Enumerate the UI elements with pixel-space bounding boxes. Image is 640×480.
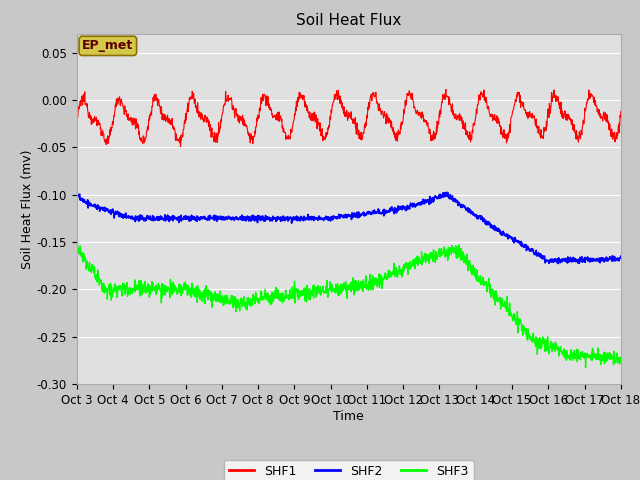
SHF2 <box>554 261 562 266</box>
SHF1 <box>304 110 312 116</box>
SHF2 <box>315 213 323 219</box>
SHF2 <box>383 210 390 216</box>
SHF2 <box>442 190 450 195</box>
SHF2 <box>617 253 625 259</box>
Legend: SHF1, SHF2, SHF3: SHF1, SHF2, SHF3 <box>224 460 474 480</box>
SHF3 <box>74 240 81 246</box>
SHF1 <box>177 144 184 150</box>
SHF2 <box>137 215 145 220</box>
SHF2 <box>73 192 81 198</box>
SHF2 <box>115 214 123 219</box>
SHF1 <box>617 108 625 114</box>
SHF1 <box>383 111 390 117</box>
SHF1 <box>137 138 145 144</box>
SHF3 <box>73 242 81 248</box>
X-axis label: Time: Time <box>333 409 364 422</box>
SHF3 <box>304 294 312 300</box>
SHF1 <box>316 122 323 128</box>
SHF1 <box>325 124 333 130</box>
SHF3 <box>383 276 390 282</box>
Text: EP_met: EP_met <box>82 39 134 52</box>
SHF3 <box>316 288 323 294</box>
SHF2 <box>304 215 312 220</box>
SHF2 <box>325 214 333 220</box>
SHF1 <box>115 95 123 101</box>
Line: SHF1: SHF1 <box>77 89 621 147</box>
SHF1 <box>442 86 450 92</box>
SHF3 <box>582 365 589 371</box>
Y-axis label: Soil Heat Flux (mv): Soil Heat Flux (mv) <box>21 149 34 268</box>
SHF3 <box>325 286 333 292</box>
SHF3 <box>115 283 123 288</box>
SHF3 <box>138 279 145 285</box>
Line: SHF3: SHF3 <box>77 243 621 368</box>
SHF1 <box>73 119 81 124</box>
Title: Soil Heat Flux: Soil Heat Flux <box>296 13 401 28</box>
Line: SHF2: SHF2 <box>77 192 621 264</box>
SHF3 <box>617 358 625 364</box>
